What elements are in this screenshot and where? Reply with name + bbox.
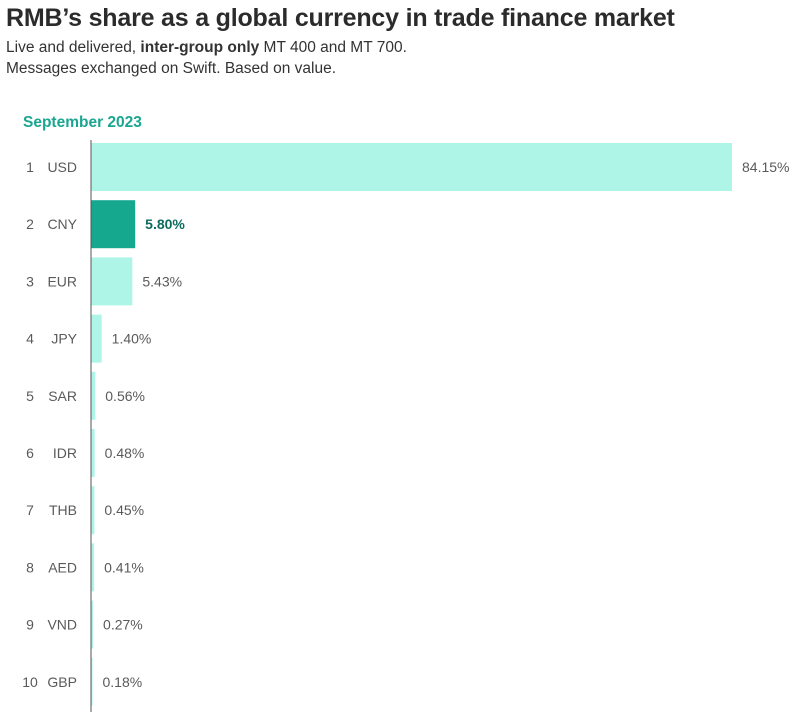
bar-jpy [91,314,102,363]
rank-label: 10 [22,674,38,690]
value-label-vnd: 0.27% [103,617,143,633]
rank-label: 6 [26,445,34,461]
chart-title: RMB’s share as a global currency in trad… [6,4,675,32]
category-label-vnd: VND [47,617,77,633]
chart-subtitle-line2: Messages exchanged on Swift. Based on va… [6,60,337,77]
bar-thb [91,486,95,535]
bar-aed [91,543,95,592]
category-label-sar: SAR [48,388,77,404]
value-label-sar: 0.56% [105,388,145,404]
category-label-gbp: GBP [47,674,77,690]
rank-label: 9 [26,617,34,633]
category-label-cny: CNY [47,216,77,232]
subtitle-bold: inter-group only [140,39,260,56]
category-label-eur: EUR [47,273,77,289]
value-label-eur: 5.43% [142,273,182,289]
period-label: September 2023 [23,114,142,131]
rank-label: 8 [26,559,34,575]
value-label-idr: 0.48% [105,445,145,461]
rank-label: 2 [26,216,34,232]
category-label-jpy: JPY [51,331,77,347]
bar-gbp [91,657,93,706]
chart-subtitle: Live and delivered, inter-group only MT … [6,39,407,57]
value-label-aed: 0.41% [104,559,144,575]
category-label-thb: THB [49,502,77,518]
bar-vnd [91,600,94,649]
rank-label: 3 [26,273,34,289]
value-label-thb: 0.45% [104,502,144,518]
value-label-usd: 84.15% [742,159,789,175]
value-label-gbp: 0.18% [103,674,143,690]
bar-cny [91,200,136,249]
rank-label: 7 [26,502,34,518]
bar-usd [91,143,732,191]
rank-label: 4 [26,331,34,347]
subtitle-suffix: MT 400 and MT 700. [259,39,407,56]
bar-eur [91,257,133,306]
category-label-idr: IDR [53,445,77,461]
value-label-cny: 5.80% [145,216,185,232]
value-label-jpy: 1.40% [112,331,152,347]
subtitle-prefix: Live and delivered, [6,39,141,56]
bar-sar [91,371,96,420]
category-label-usd: USD [47,159,77,175]
rank-label: 1 [26,159,34,175]
category-label-aed: AED [48,559,77,575]
rank-label: 5 [26,388,34,404]
bar-idr [91,429,95,477]
